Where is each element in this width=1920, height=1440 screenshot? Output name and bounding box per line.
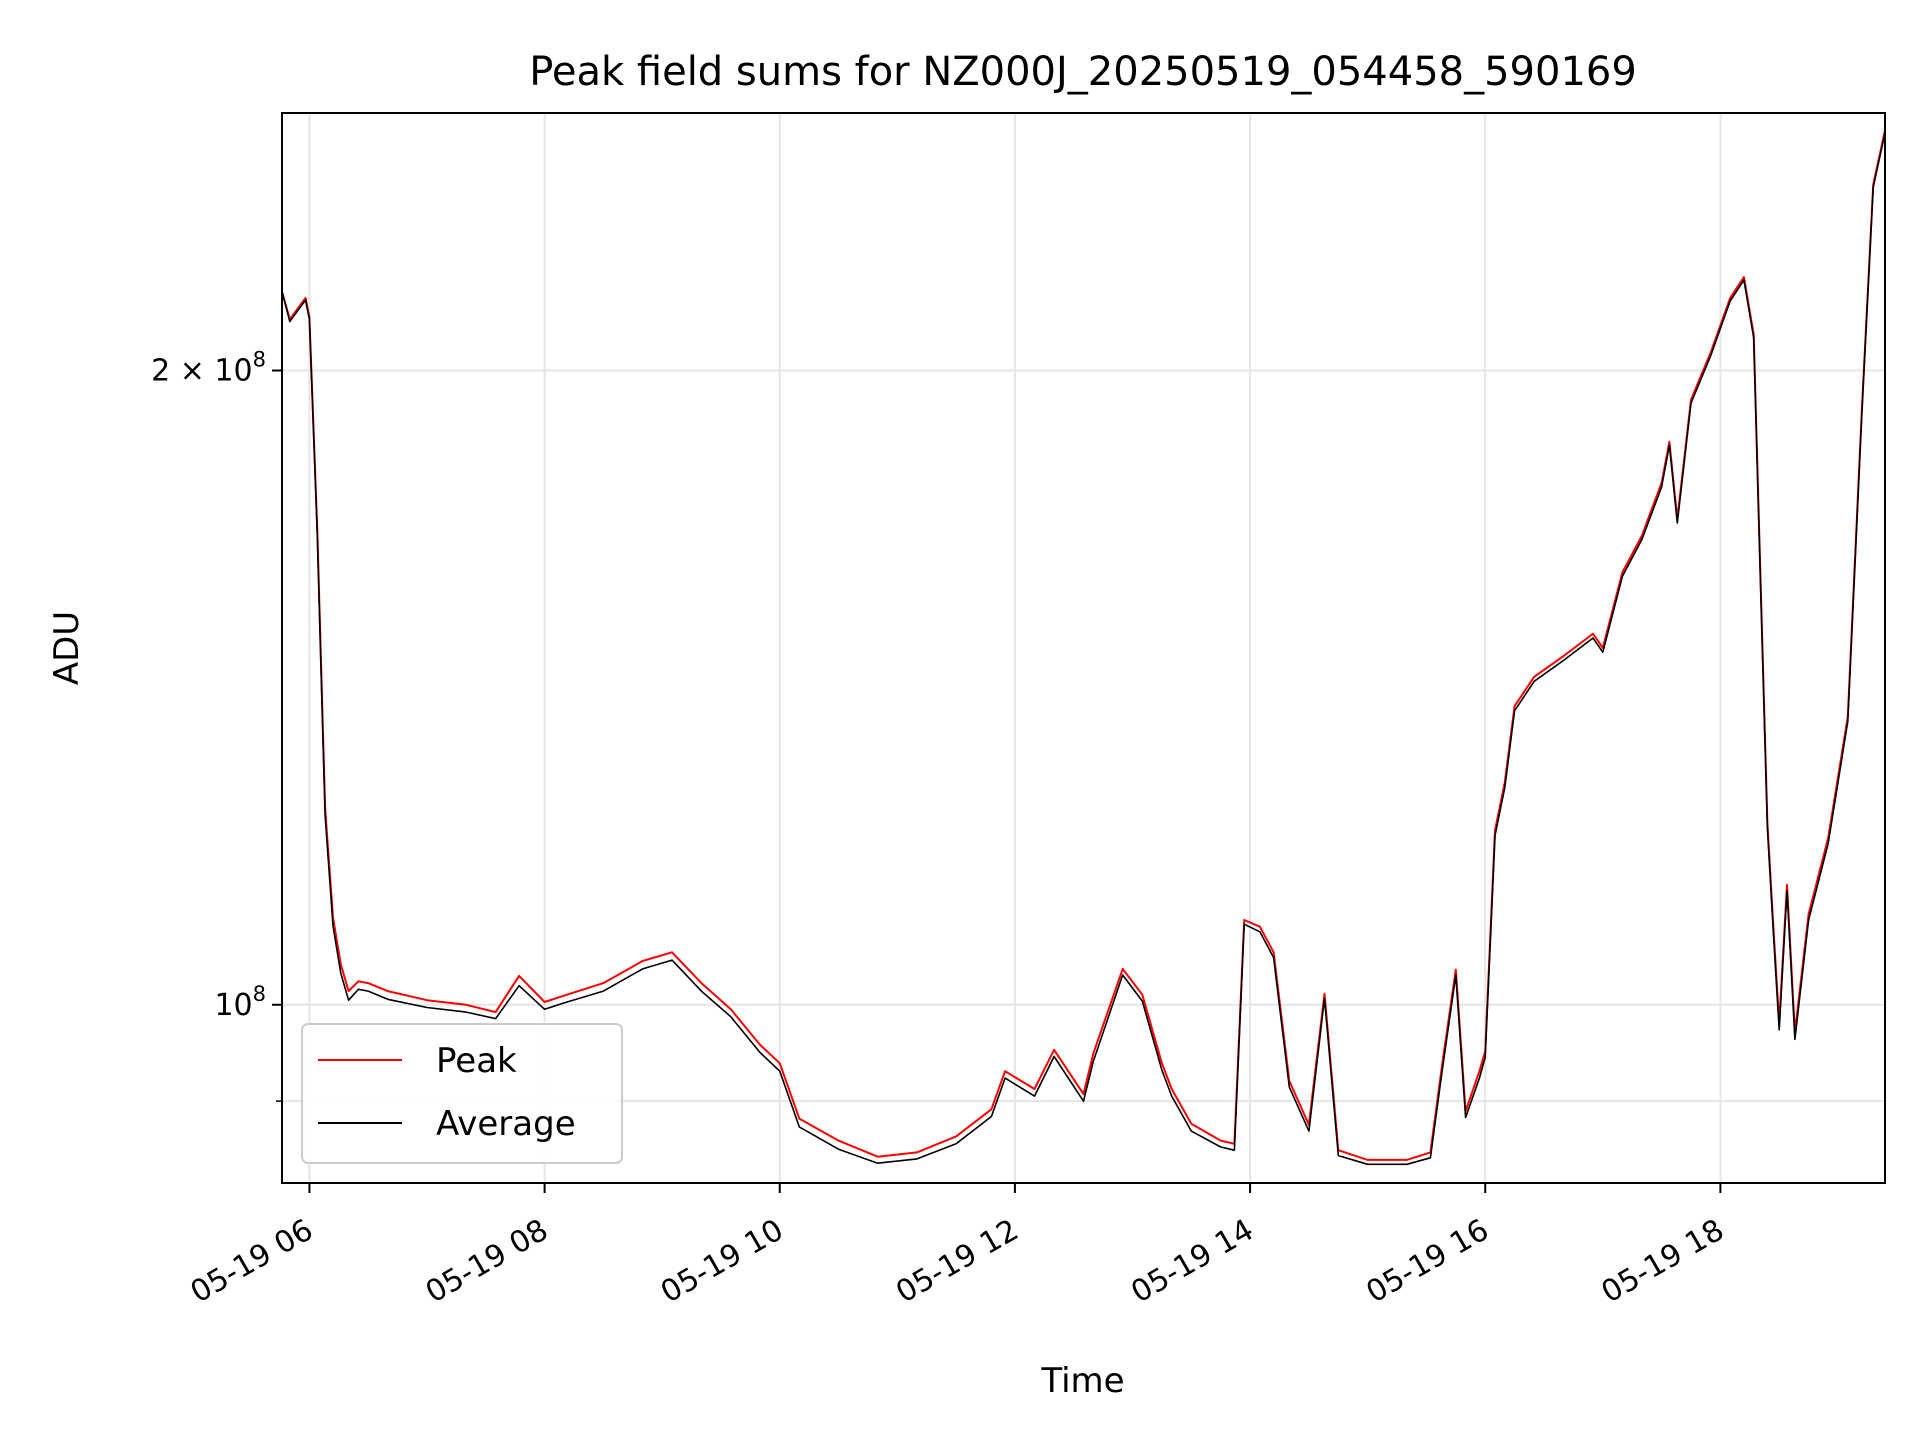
chart-title: Peak field sums for NZ000J_20250519_0544…: [529, 49, 1637, 95]
x-tick-label: 05-19 14: [1125, 1213, 1259, 1311]
x-tick-label: 05-19 18: [1596, 1213, 1730, 1311]
y-axis: 108 2 × 108: [151, 348, 282, 1102]
x-tick-label: 05-19 06: [185, 1213, 319, 1311]
plot-area: [282, 130, 1885, 1166]
x-tick-label: 05-19 12: [890, 1213, 1024, 1311]
y-gridlines: [282, 369, 1885, 1103]
legend-box: [301, 1023, 623, 1164]
x-tick-label: 05-19 08: [420, 1213, 554, 1311]
legend: Peak Average: [301, 1023, 623, 1164]
x-gridlines: [308, 113, 1722, 1183]
legend-label-average: Average: [436, 1104, 576, 1144]
series-line-average: [282, 132, 1885, 1166]
x-axis-label: Time: [1040, 1361, 1124, 1401]
legend-label-peak: Peak: [436, 1041, 517, 1081]
x-axis: 05-19 06 05-19 08 05-19 10 05-19 12 05-19 14…: [185, 1183, 1730, 1310]
y-tick-label: 108: [214, 982, 266, 1023]
plot-frame: [281, 112, 1886, 1184]
x-tick-label: 05-19 16: [1361, 1213, 1495, 1311]
y-axis-label: ADU: [47, 611, 87, 685]
x-tick-label: 05-19 10: [655, 1213, 789, 1311]
y-tick-label: 2 × 108: [151, 348, 266, 389]
